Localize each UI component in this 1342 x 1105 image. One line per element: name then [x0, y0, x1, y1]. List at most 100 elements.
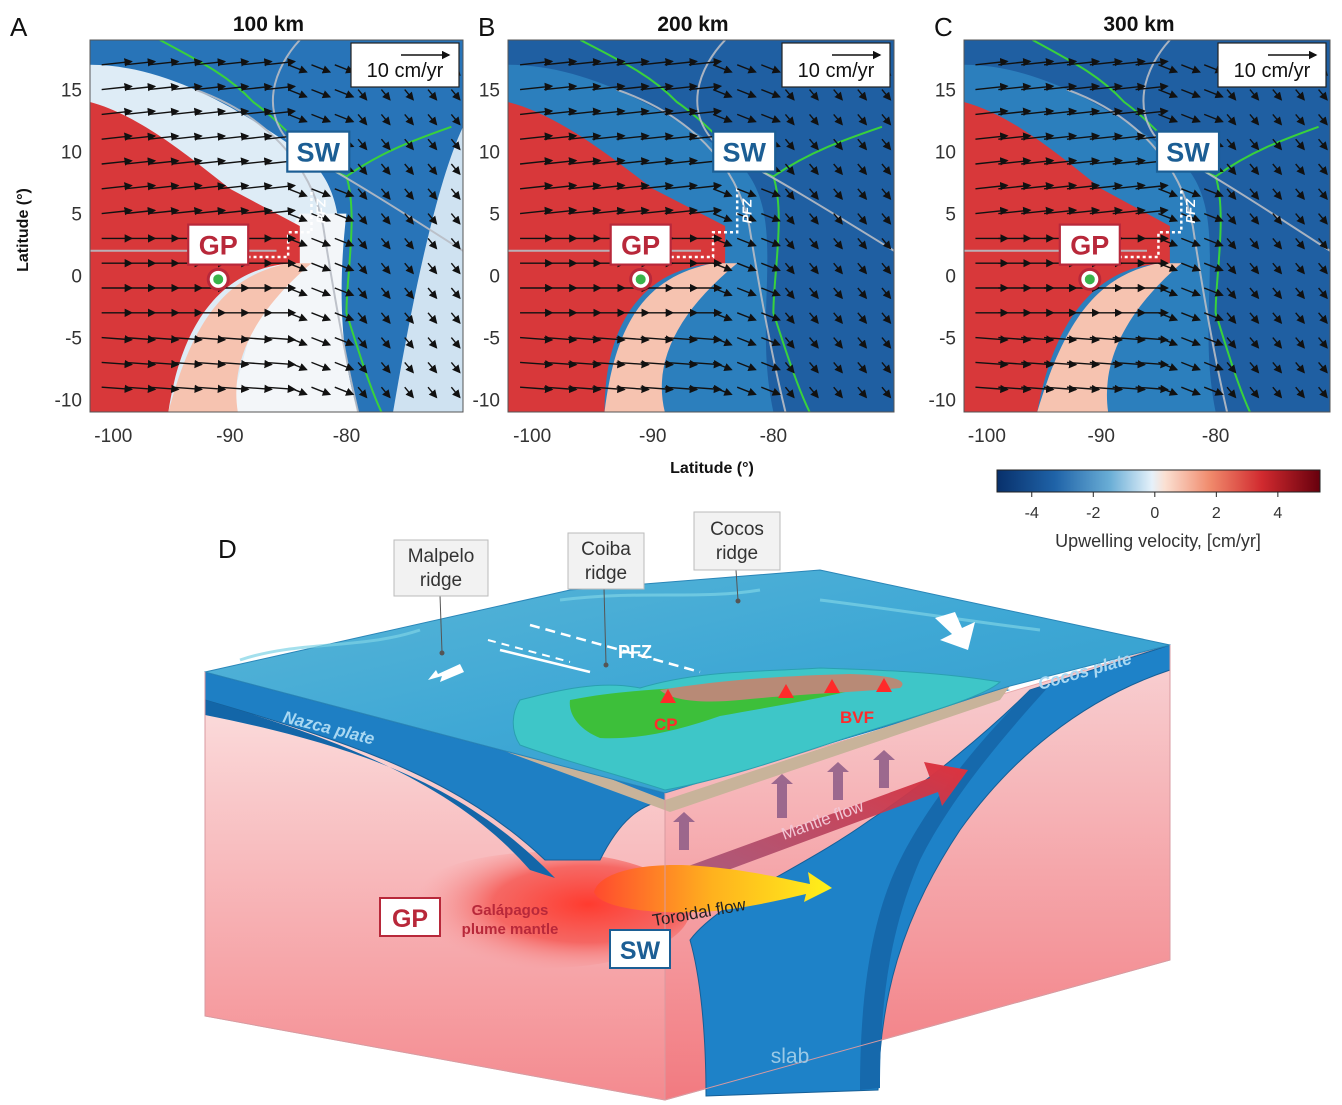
flow-vector [664, 107, 698, 116]
flow-vector [857, 312, 868, 324]
pfz-trace [1112, 188, 1183, 259]
flow-vector [784, 237, 795, 250]
flow-vector [1249, 237, 1260, 250]
flow-vector [357, 312, 368, 324]
flow-vector [450, 386, 461, 399]
flow-vector [1249, 337, 1260, 349]
flow-vector [287, 64, 308, 74]
flow-vector [833, 237, 843, 250]
flow-vector [1272, 163, 1283, 176]
flow-vector [357, 113, 368, 126]
flow-vector [380, 287, 391, 300]
flow-vector [881, 386, 892, 399]
flow-vector [544, 181, 578, 191]
flow-vector [833, 213, 843, 225]
flow-vector [809, 337, 819, 349]
pfz-trace [241, 188, 313, 259]
flow-vector [1112, 335, 1146, 344]
velocity-scale-label: 10 cm/yr [367, 60, 444, 82]
flow-vector [1318, 89, 1328, 101]
flow-vector [1318, 163, 1328, 176]
depth-title: 300 km [1103, 13, 1174, 36]
flow-vector [357, 262, 368, 275]
flow-vector [404, 163, 415, 176]
flow-vector [380, 188, 391, 200]
flow-vector [171, 82, 203, 92]
flow-vector [1318, 113, 1328, 126]
flow-vector [427, 113, 438, 126]
y-tick-label: -5 [939, 329, 956, 350]
flow-vector [1181, 386, 1201, 396]
flow-vector [975, 181, 1009, 191]
flow-vector [1249, 163, 1260, 176]
flow-vector [1272, 386, 1283, 399]
flow-vector [998, 132, 1032, 141]
flow-vector [998, 335, 1032, 344]
y-tick-label: -10 [473, 391, 500, 412]
flow-vector [975, 384, 1009, 394]
flow-vector [1318, 237, 1328, 250]
flow-vector [616, 384, 650, 394]
cocos-ridge-label-line2: ridge [716, 543, 758, 564]
flow-vector [311, 312, 332, 322]
flow-vector [1158, 262, 1179, 272]
flow-vector [544, 384, 578, 394]
flow-vector [1318, 262, 1328, 275]
flow-vector [171, 58, 203, 67]
flow-vector [857, 188, 868, 200]
flow-vector [1135, 206, 1169, 216]
flow-vector [334, 287, 355, 297]
flow-vector [380, 361, 391, 374]
flow-vector [1021, 360, 1055, 369]
flow-vector [404, 361, 415, 374]
flow-vector [784, 312, 795, 324]
flow-vector [124, 82, 157, 92]
flow-vector [881, 163, 892, 176]
flow-vector [124, 182, 157, 191]
flow-vector [1112, 82, 1146, 92]
flow-vector [664, 206, 698, 216]
flow-vector [616, 82, 650, 92]
flow-vector [1181, 287, 1201, 297]
flow-vector [809, 113, 819, 126]
flow-vector [1272, 213, 1283, 225]
flow-vector [544, 57, 578, 67]
flow-vector [357, 361, 368, 374]
flow-vector [1089, 82, 1123, 92]
flow-vector [857, 113, 868, 126]
flow-vector [975, 206, 1009, 216]
flow-vector [881, 113, 892, 126]
flow-vector [1044, 360, 1078, 369]
flow-vector [1181, 262, 1201, 272]
x-tick-label: -100 [513, 426, 551, 447]
y-tick-label: 5 [945, 205, 956, 226]
flow-vector [357, 89, 368, 101]
flow-vector [1021, 57, 1055, 67]
flow-vector [616, 107, 650, 116]
galapagos-label-line2: plume mantle [462, 921, 559, 938]
panel-letter-d: D [218, 534, 237, 564]
flow-vector [1272, 337, 1283, 349]
flow-vector [1203, 312, 1224, 322]
flow-vector [519, 57, 554, 67]
flow-vector [1044, 335, 1078, 344]
flow-vector [311, 287, 332, 297]
flow-vector [809, 89, 819, 101]
flow-vector [1226, 312, 1237, 324]
y-tick-label: 15 [479, 81, 500, 102]
flow-vector [311, 212, 332, 223]
flow-vector [450, 89, 461, 101]
flow-vector [1043, 107, 1078, 116]
flow-vector [712, 88, 733, 99]
flow-vector [1066, 157, 1101, 166]
cocos-motion-arrow [935, 612, 975, 650]
flow-vector [975, 157, 1009, 166]
flow-vector [450, 188, 461, 200]
y-tick-label: 0 [489, 267, 500, 288]
flow-vector [1158, 312, 1179, 322]
flow-vector [1226, 337, 1237, 349]
flow-vector [761, 113, 781, 123]
flow-vector [568, 82, 602, 92]
velocity-scale: 10 cm/yr [350, 42, 460, 88]
